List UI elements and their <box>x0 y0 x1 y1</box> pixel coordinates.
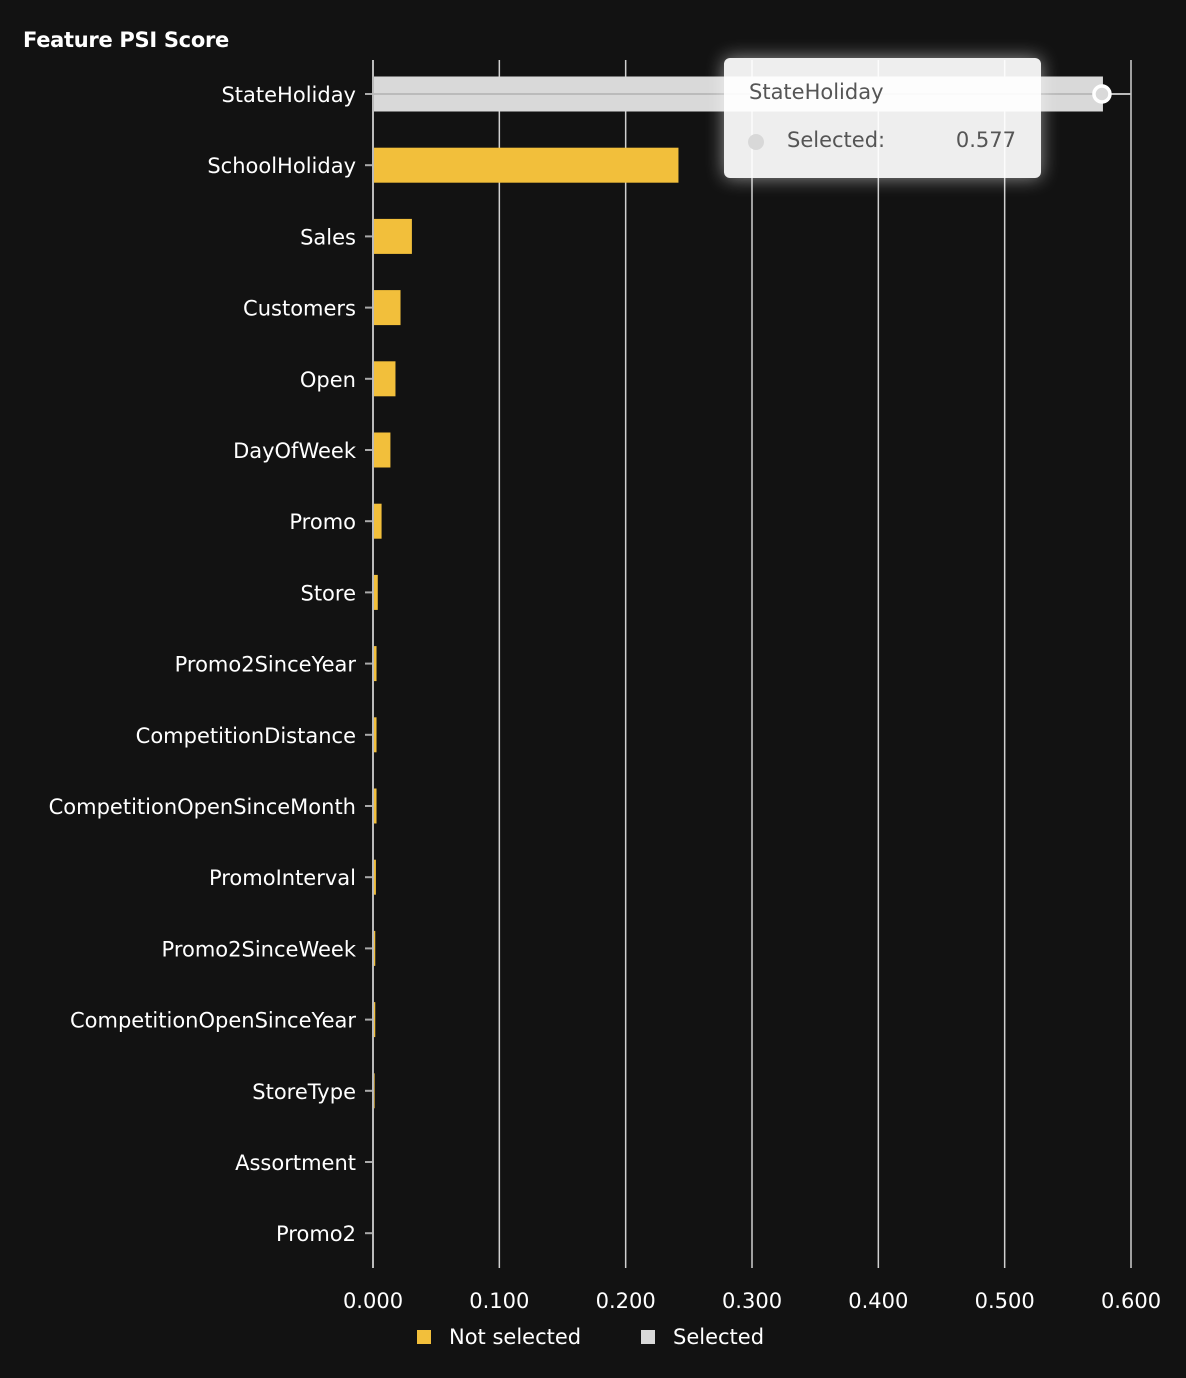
legend-label: Not selected <box>449 1325 582 1349</box>
x-tick-label: 0.100 <box>469 1289 529 1313</box>
y-tick-label: Promo2SinceWeek <box>162 937 357 961</box>
chart-title: Feature PSI Score <box>23 28 229 52</box>
y-tick-label: SchoolHoliday <box>207 154 356 178</box>
y-tick-label: Customers <box>243 297 356 321</box>
y-tick-label: DayOfWeek <box>233 439 357 463</box>
y-tick-label: Promo2 <box>276 1222 356 1246</box>
bar-Promo[interactable] <box>374 503 382 539</box>
legend-selected[interactable]: Selected <box>641 1325 764 1349</box>
bar-CompetitionOpenSinceYear[interactable] <box>374 1002 376 1038</box>
y-tick-label: Assortment <box>235 1151 356 1175</box>
legend-label: Selected <box>673 1325 765 1349</box>
y-tick-label: CompetitionDistance <box>136 724 356 748</box>
tooltip: StateHoliday Selected: 0.577 <box>724 58 1041 178</box>
bar-StoreType[interactable] <box>374 1073 375 1109</box>
bar-Promo2SinceYear[interactable] <box>374 646 377 682</box>
y-tick-label: Sales <box>300 225 356 249</box>
x-tick-label: 0.300 <box>722 1289 782 1313</box>
y-tick-label: Promo <box>289 510 356 534</box>
x-tick-label: 0.500 <box>975 1289 1035 1313</box>
bar-Sales[interactable] <box>374 218 412 254</box>
x-tick-label: 0.600 <box>1101 1289 1161 1313</box>
x-tick-label: 0.400 <box>848 1289 908 1313</box>
y-tick-label: Open <box>300 368 356 392</box>
hover-point <box>1092 84 1112 104</box>
y-tick-label: Promo2SinceYear <box>175 653 357 677</box>
legend-swatch-selected <box>641 1330 655 1344</box>
tooltip-series-marker <box>748 134 764 150</box>
tooltip-value: 0.577 <box>955 128 1016 152</box>
bar-Customers[interactable] <box>374 290 401 326</box>
tooltip-label: Selected: <box>787 128 886 152</box>
bar-CompetitionDistance[interactable] <box>374 717 377 753</box>
y-tick-label: StoreType <box>252 1080 356 1104</box>
bar-PromoInterval[interactable] <box>374 859 376 895</box>
bar-SchoolHoliday[interactable] <box>374 147 679 183</box>
y-tick-label: CompetitionOpenSinceYear <box>70 1009 356 1033</box>
legend-not-selected[interactable]: Not selected <box>417 1325 581 1349</box>
bar-DayOfWeek[interactable] <box>374 432 391 468</box>
x-tick-label: 0.200 <box>596 1289 656 1313</box>
bar-Store[interactable] <box>374 574 378 610</box>
y-tick-label: PromoInterval <box>209 866 356 890</box>
tooltip-title: StateHoliday <box>749 80 884 104</box>
bar-Open[interactable] <box>374 361 396 397</box>
bar-CompetitionOpenSinceMonth[interactable] <box>374 788 377 824</box>
y-tick-label: Store <box>300 581 356 605</box>
bar-Promo2SinceWeek[interactable] <box>374 930 376 966</box>
y-tick-label: CompetitionOpenSinceMonth <box>49 795 356 819</box>
legend-swatch-not-selected <box>417 1330 431 1344</box>
y-tick-label: StateHoliday <box>221 83 356 107</box>
x-tick-label: 0.000 <box>343 1289 403 1313</box>
